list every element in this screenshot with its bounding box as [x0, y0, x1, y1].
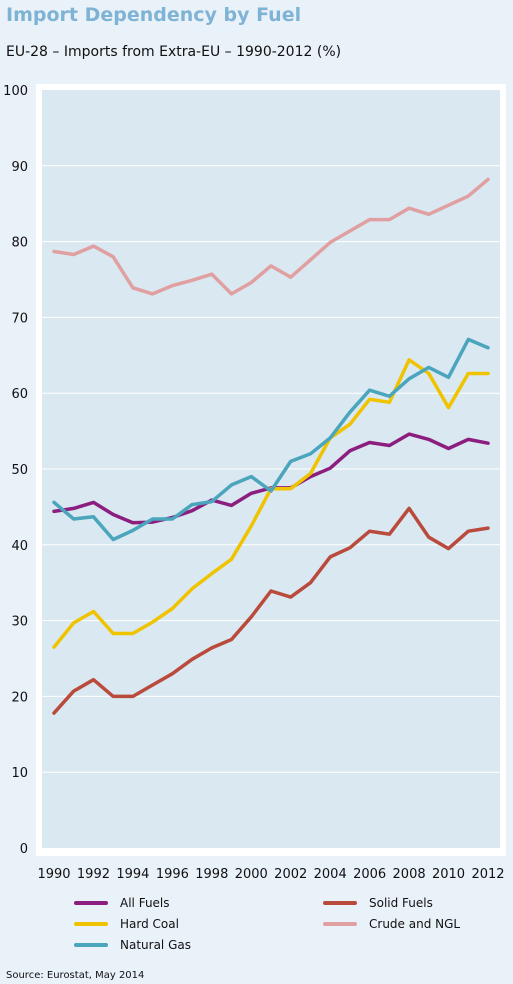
series-lines: [52, 177, 490, 715]
x-tick-label: 2006: [353, 867, 386, 882]
x-tick-label: 1990: [37, 867, 70, 882]
gridlines: [42, 165, 500, 773]
x-tick-label: 1994: [116, 867, 149, 882]
y-tick-label: 50: [11, 463, 28, 478]
series-line-natural-gas: [52, 337, 490, 542]
y-tick-label: 30: [11, 615, 28, 630]
x-tick-label: 2008: [393, 867, 426, 882]
y-tick-label: 70: [11, 311, 28, 326]
y-axis-ticks: 0 10 20 30 40 50 60 70 80 90 100: [3, 84, 28, 857]
x-tick-label: 1996: [156, 867, 189, 882]
chart-subtitle: EU-28 – Imports from Extra-EU – 1990-201…: [6, 44, 342, 60]
x-tick-label: 1992: [77, 867, 110, 882]
x-tick-label: 1998: [195, 867, 228, 882]
y-tick-label: 10: [11, 766, 28, 781]
x-tick-label: 2002: [274, 867, 307, 882]
y-tick-label: 90: [11, 160, 28, 175]
y-tick-label: 100: [3, 84, 28, 99]
y-tick-label: 20: [11, 690, 28, 705]
chart-title: Import Dependency by Fuel: [6, 4, 302, 26]
x-tick-label: 2000: [235, 867, 268, 882]
x-tick-label: 2012: [471, 867, 504, 882]
series-line-solid-fuels: [52, 506, 490, 715]
x-tick-label: 2010: [432, 867, 465, 882]
series-line-crude-and-ngl: [52, 177, 490, 296]
y-tick-label: 60: [11, 387, 28, 402]
x-axis-ticks: 1990 1992 1994 1996 1998 2000 2002 2004 2006 2008…: [37, 867, 504, 882]
y-tick-label: 80: [11, 236, 28, 251]
x-tick-label: 2004: [314, 867, 347, 882]
y-tick-label: 40: [11, 539, 28, 554]
source-note: Source: Eurostat, May 2014: [6, 970, 145, 981]
y-tick-label: 0: [20, 842, 28, 857]
